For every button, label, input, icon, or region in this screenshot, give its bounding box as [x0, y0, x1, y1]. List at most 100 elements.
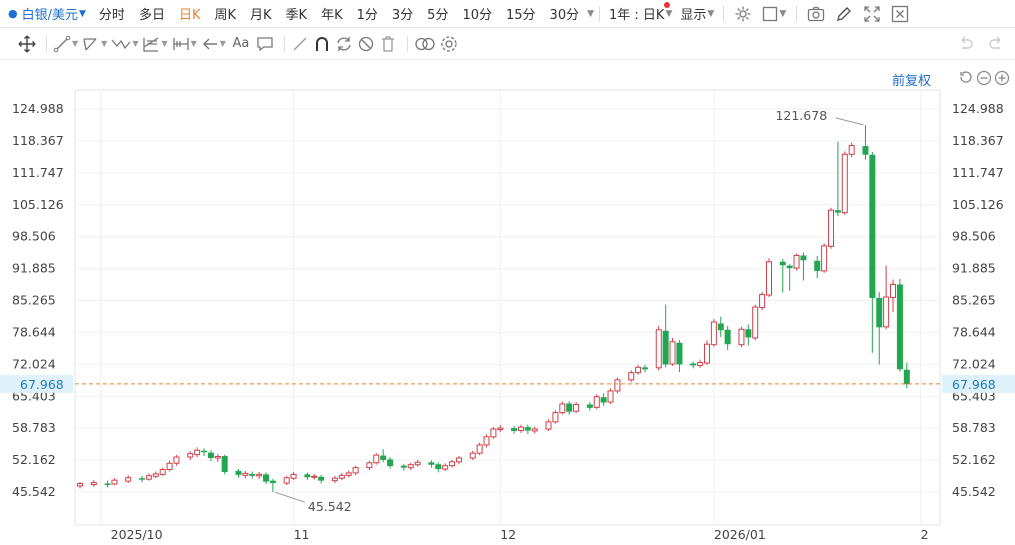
parallel-channel-icon [83, 37, 97, 50]
candlestick-chart[interactable]: 124.988 124.988 118.367 118.367 111.747 111.7… [0, 60, 1015, 545]
magnet-tool[interactable] [313, 31, 331, 57]
candle-body-down [435, 464, 442, 470]
candle-body-down [869, 154, 876, 298]
display-label: 显示 [680, 8, 707, 23]
chart-area[interactable]: 前复权 124.988 124.988 118.367 118.367 111.747 1… [0, 60, 1015, 545]
candle-body-up [455, 457, 462, 463]
period-tab[interactable]: 月K [250, 8, 272, 23]
candle-body-up [352, 467, 359, 474]
screenshot-button[interactable] [802, 2, 830, 26]
candle-body-up [407, 464, 414, 469]
candle-body-up [214, 456, 221, 459]
ruler-tool[interactable] [291, 31, 309, 57]
draw-settings-tool[interactable] [440, 31, 458, 57]
sync-tool[interactable] [335, 31, 353, 57]
candle-body-down [249, 473, 256, 476]
period-tabs: 分时 多日 日K 周K 月K 季K 年K 1分 3分 5分 10分 15分 30分 ▼ [92, 4, 594, 23]
adjust-mode-label[interactable]: 前复权 [891, 74, 931, 89]
period-tab[interactable]: 10分 [462, 8, 492, 23]
candle-body-up [338, 474, 345, 479]
y-tick-label-right: 58.783 [952, 420, 996, 435]
min-price-label: 45.542 [308, 499, 352, 514]
candle-body-up [490, 428, 497, 438]
undo-icon [961, 36, 973, 49]
period-tab[interactable]: 分时 [98, 8, 125, 23]
max-pointer [835, 117, 864, 126]
redo-icon [989, 36, 1001, 49]
period-tab[interactable]: 周K [214, 8, 237, 23]
note-tool[interactable] [256, 31, 274, 57]
text-tool[interactable]: Aa [230, 31, 252, 57]
period-tab[interactable]: 多日 [138, 8, 165, 23]
candle-body-up [531, 428, 538, 432]
color-square-button[interactable]: ▼ [757, 2, 791, 26]
measure-icon [172, 37, 189, 50]
x-tick-label: 2025/10 [111, 527, 163, 542]
arrow-tool[interactable]: ▼ [201, 31, 226, 57]
x-tick-label: 2026/01 [714, 527, 766, 542]
fullscreen-button[interactable] [858, 2, 886, 26]
current-price-tag-left [0, 374, 73, 393]
candle-body-up [655, 329, 662, 369]
settings-button[interactable] [729, 2, 757, 26]
candle-body-up [607, 390, 614, 403]
candle-body-down [600, 397, 607, 403]
period-tab[interactable]: 5分 [427, 8, 449, 23]
fibonacci-tool[interactable]: ▼ [142, 31, 168, 57]
candle-body-up [841, 153, 848, 214]
period-tab[interactable]: 1分 [356, 8, 378, 23]
zoom-out-icon[interactable] [975, 69, 993, 87]
period-tab[interactable]: 3分 [391, 8, 414, 23]
candle-body-up [449, 461, 456, 467]
candle-body-up [159, 469, 166, 475]
candle-body-up [442, 465, 449, 470]
candle-body-down [896, 284, 903, 370]
move-tool[interactable] [18, 31, 36, 57]
zoom-in-icon[interactable] [993, 69, 1011, 87]
candle-body-up [242, 472, 249, 476]
period-tab[interactable]: 季K [285, 8, 308, 23]
camera-icon [808, 6, 825, 21]
candle-body-up [311, 475, 318, 478]
delete-tool[interactable] [379, 31, 397, 57]
period-tab[interactable]: 日K [178, 8, 201, 23]
candle-body-up [883, 296, 890, 328]
candle-body-up [194, 449, 201, 456]
divider [283, 35, 285, 52]
candle-body-down [566, 403, 573, 412]
y-tick-label-left: 85.265 [12, 293, 56, 308]
range-selector[interactable]: 1年 : 日K ▼ [605, 2, 676, 23]
chevron-down-icon: ▼ [219, 39, 226, 48]
move-icon [18, 35, 36, 52]
candle-body-down [745, 329, 752, 338]
candle-body-up [283, 477, 290, 484]
magnet-icon [315, 36, 328, 51]
candle-body-up [290, 473, 297, 479]
channel-tool[interactable]: ▼ [82, 31, 107, 57]
redo-button[interactable] [988, 28, 1006, 60]
candle-body-up [111, 479, 118, 485]
period-tab[interactable]: 30分 [549, 8, 580, 23]
display-selector[interactable]: 显示 ▼ [676, 4, 718, 23]
line-tool[interactable]: ▼ [53, 31, 78, 57]
draw-button[interactable] [830, 2, 858, 26]
period-tab[interactable]: 15分 [506, 8, 536, 23]
close-button[interactable] [886, 2, 914, 26]
hide-drawings-tool[interactable] [357, 31, 375, 57]
candle-body-up [697, 362, 704, 366]
compare-tool[interactable] [414, 31, 436, 57]
y-tick-label-left: 72.024 [12, 356, 56, 371]
y-tick-label-right: 45.542 [952, 484, 996, 499]
undo-button[interactable] [956, 28, 974, 60]
candle-body-down [387, 459, 394, 467]
wave-tool[interactable]: ▼ [111, 31, 138, 57]
compare-icon [415, 37, 435, 50]
symbol-selector[interactable]: ● 白银/美元 ▼ [0, 4, 92, 23]
drawing-toolbar: ▼ ▼ ▼ ▼ ▼ ▼ Aa [0, 28, 1015, 60]
y-tick-label-right: 72.024 [952, 356, 996, 371]
measure-tool[interactable]: ▼ [172, 31, 197, 57]
reset-icon[interactable] [957, 69, 975, 87]
period-tab[interactable]: 年K [321, 8, 343, 23]
candle-body-up [187, 453, 194, 458]
candle-body-down [318, 476, 325, 481]
